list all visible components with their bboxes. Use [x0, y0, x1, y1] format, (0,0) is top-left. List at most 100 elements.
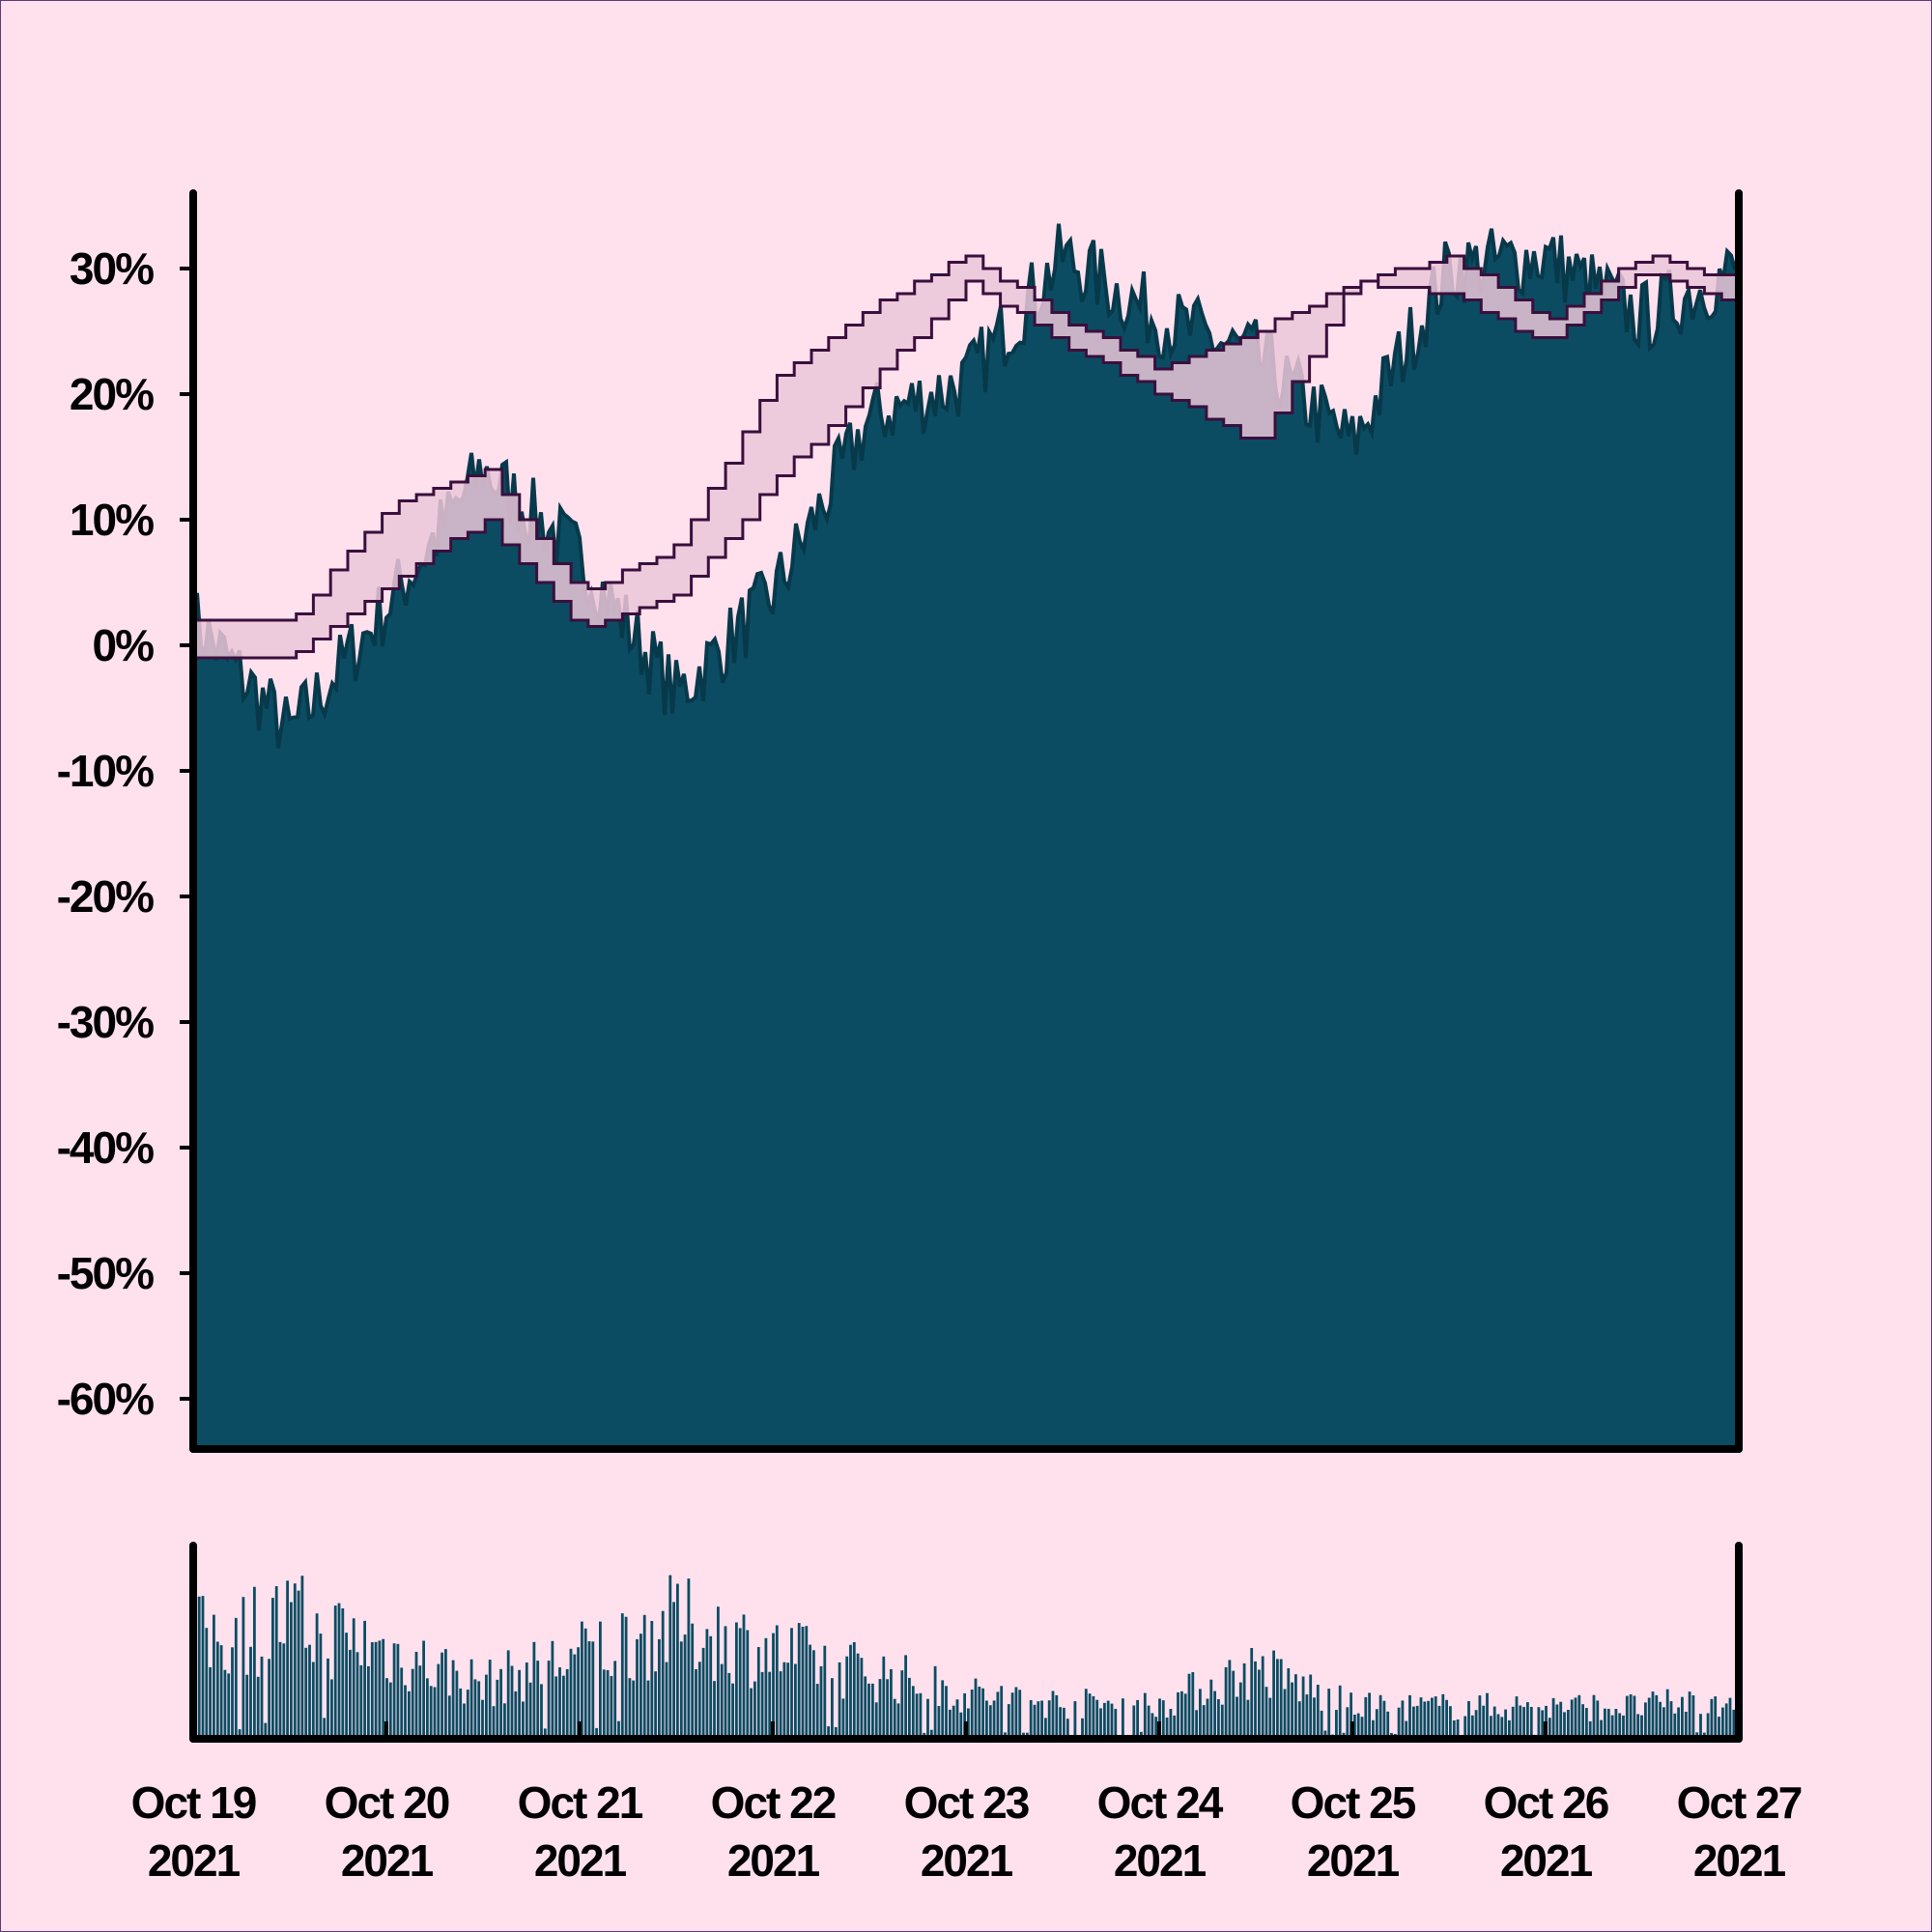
volume-bar	[503, 1703, 506, 1739]
volume-bar	[201, 1596, 205, 1739]
volume-bar	[864, 1676, 867, 1739]
volume-bar	[256, 1676, 260, 1739]
volume-bar	[772, 1633, 775, 1739]
volume-bar	[1232, 1670, 1236, 1739]
volume-bar	[1636, 1714, 1640, 1739]
volume-bar	[1169, 1709, 1173, 1739]
volume-bar	[1596, 1700, 1600, 1739]
volume-bar	[1180, 1690, 1183, 1739]
volume-bar	[1283, 1689, 1287, 1739]
volume-bar	[477, 1681, 481, 1739]
volume-bar	[1490, 1716, 1492, 1739]
volume-bar	[1724, 1703, 1728, 1739]
volume-bar	[1063, 1707, 1065, 1739]
volume-bar	[1548, 1718, 1551, 1739]
volume-bar	[797, 1623, 801, 1739]
volume-bar	[1110, 1703, 1114, 1739]
volume-bar	[215, 1641, 219, 1739]
volume-bar	[510, 1665, 514, 1739]
volume-bar	[197, 1596, 201, 1739]
volume-bar	[1350, 1692, 1352, 1739]
volume-bar	[724, 1626, 727, 1739]
volume-bar	[929, 1729, 933, 1739]
volume-bar	[1427, 1700, 1430, 1739]
volume-bar	[1419, 1697, 1423, 1739]
price-panel	[191, 223, 1741, 1451]
volume-bar	[1327, 1689, 1331, 1739]
volume-bar	[1356, 1713, 1360, 1739]
volume-bar	[819, 1665, 823, 1739]
volume-bar	[1014, 1687, 1018, 1739]
volume-bar	[768, 1671, 772, 1739]
volume-bar	[1581, 1704, 1584, 1739]
volume-bar	[1655, 1694, 1659, 1739]
volume-bar	[558, 1667, 561, 1739]
volume-bar	[440, 1652, 443, 1739]
volume-bar	[756, 1647, 760, 1739]
volume-bar	[1463, 1716, 1467, 1739]
y-tick-label: 0%	[93, 620, 155, 670]
y-tick-label: 20%	[70, 369, 154, 419]
volume-bar	[1065, 1719, 1069, 1739]
volume-bar	[786, 1662, 790, 1739]
volume-bar	[970, 1690, 974, 1739]
volume-bar	[1519, 1705, 1522, 1739]
volume-bar	[1084, 1689, 1088, 1739]
volume-bar	[1577, 1694, 1581, 1739]
volume-bar	[359, 1664, 363, 1739]
volume-bar	[1585, 1708, 1588, 1739]
y-tick-label: -30%	[57, 997, 154, 1047]
volume-bar	[1445, 1699, 1448, 1739]
volume-bar	[1364, 1696, 1368, 1739]
volume-bar	[1614, 1709, 1618, 1739]
volume-bar	[499, 1668, 502, 1739]
volume-bar	[620, 1613, 624, 1739]
volume-bar	[370, 1642, 374, 1739]
volume-bar	[374, 1641, 378, 1739]
volume-bar	[1029, 1699, 1033, 1739]
volume-bar	[1644, 1702, 1647, 1739]
volume-bar	[1441, 1693, 1445, 1739]
volume-bar	[610, 1676, 613, 1739]
volume-bar	[382, 1638, 385, 1739]
volume-bar	[1405, 1720, 1408, 1739]
volume-bar	[1511, 1706, 1515, 1739]
volume-bar	[1467, 1701, 1470, 1739]
volume-bar	[646, 1680, 650, 1739]
volume-bar	[632, 1680, 636, 1739]
volume-bar	[720, 1663, 724, 1739]
volume-bar	[565, 1668, 569, 1739]
x-tick-label-date: Oct 19	[131, 1777, 256, 1828]
volume-bar	[447, 1695, 451, 1739]
y-tick-label: -50%	[57, 1248, 154, 1298]
volume-bar	[941, 1680, 945, 1739]
volume-bar	[1728, 1697, 1732, 1739]
volume-bar	[963, 1692, 966, 1739]
volume-bar	[911, 1686, 915, 1739]
volume-bar	[1272, 1650, 1275, 1739]
volume-bar	[264, 1722, 268, 1739]
volume-bar	[1633, 1695, 1636, 1739]
volume-bar	[274, 1586, 278, 1739]
volume-bar	[602, 1669, 606, 1739]
volume-bar	[569, 1648, 573, 1739]
volume-bar	[697, 1662, 701, 1739]
volume-bar	[1264, 1687, 1268, 1739]
volume-bar	[1706, 1713, 1710, 1739]
volume-bar	[290, 1602, 293, 1739]
volume-bar	[1217, 1699, 1220, 1739]
volume-bar	[1037, 1701, 1040, 1739]
volume-bar	[1541, 1710, 1545, 1739]
volume-bar	[506, 1650, 510, 1739]
volume-bar	[1224, 1666, 1228, 1739]
volume-bar	[532, 1641, 536, 1739]
volume-bar	[1500, 1717, 1504, 1739]
volume-bar	[753, 1681, 756, 1739]
volume-bar	[1320, 1710, 1323, 1739]
volume-bar	[1610, 1715, 1614, 1739]
volume-bar	[815, 1684, 819, 1739]
volume-bar	[1449, 1706, 1452, 1739]
volume-bar	[1478, 1695, 1482, 1739]
volume-bar	[562, 1675, 565, 1739]
volume-bar	[1187, 1673, 1191, 1739]
